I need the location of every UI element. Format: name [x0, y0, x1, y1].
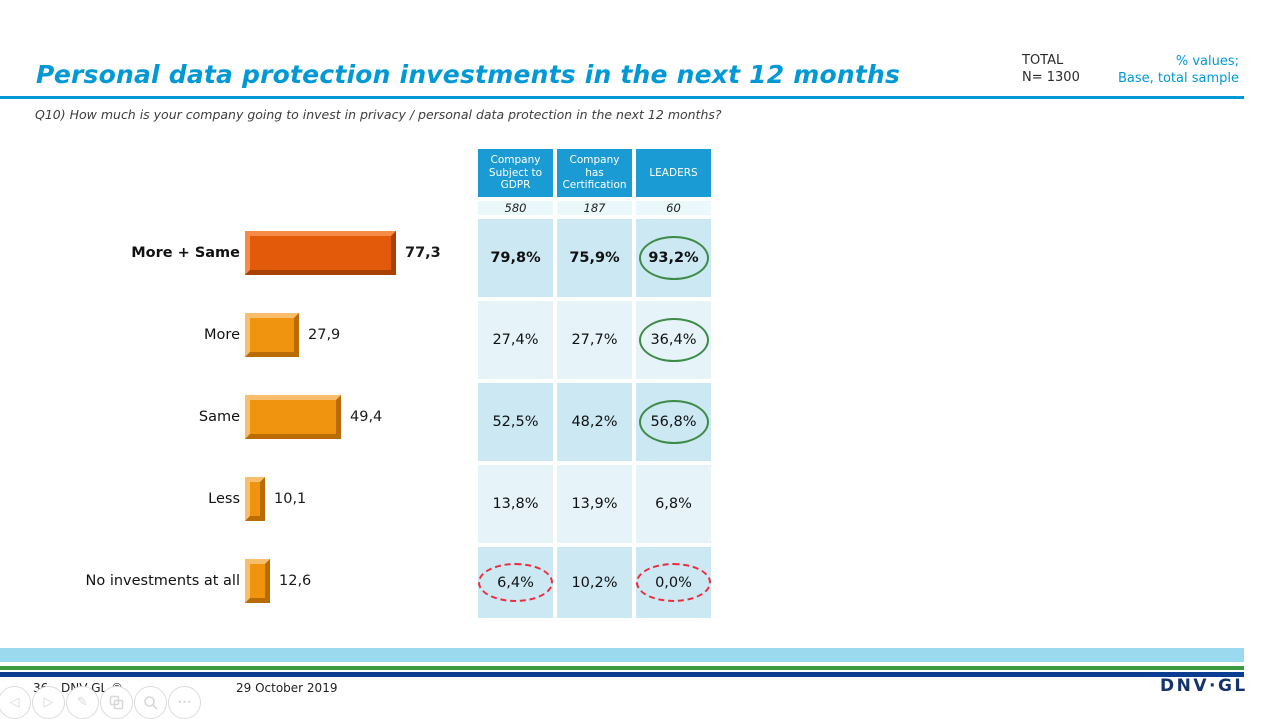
table-cell: 6,4%: [478, 547, 553, 618]
bar-more: [245, 313, 299, 357]
footer-stripe-lightblue: [0, 648, 1244, 662]
previous-slide-icon[interactable]: ◁: [0, 686, 31, 719]
bar-value-label: 49,4: [350, 409, 383, 425]
total-base-label: TOTAL N= 1300: [1022, 52, 1080, 86]
values-note: % values; Base, total sample: [1118, 53, 1239, 87]
bar-value-label: 12,6: [279, 573, 312, 589]
values-note-line2: Base, total sample: [1117, 71, 1239, 86]
chart-row: Same 49,4: [0, 376, 475, 458]
footer-stripe-navy: [0, 671, 1244, 677]
chart-row: More + Same 77,3: [0, 212, 475, 294]
table-cell: 56,8%: [636, 383, 711, 461]
table-base-count: 187: [557, 201, 632, 215]
table-cell: 13,9%: [557, 465, 632, 543]
table-cell: 36,4%: [636, 301, 711, 379]
chart-row: No investments at all 12,6: [0, 540, 475, 622]
green-highlight-ellipse: 93,2%: [638, 236, 709, 280]
red-highlight-ellipse: 6,4%: [478, 563, 553, 602]
pen-icon[interactable]: ✎: [66, 686, 99, 719]
footer-stripe-green: [0, 666, 1244, 670]
values-note-line1: % values;: [1175, 54, 1239, 69]
red-highlight-ellipse: 0,0%: [636, 563, 711, 602]
chart-category-label: More + Same: [131, 245, 240, 261]
table-cell: 27,4%: [478, 301, 553, 379]
bar-no-investments-at-all: [245, 559, 270, 603]
bar-more-same: [245, 231, 396, 275]
green-highlight-ellipse: 36,4%: [638, 318, 709, 362]
table-cell: 79,8%: [478, 219, 553, 297]
zoom-icon[interactable]: [134, 686, 167, 719]
green-highlight-ellipse: 56,8%: [638, 400, 709, 444]
presenter-nav-toolbar: ◁ ▷ ✎ •••: [0, 686, 201, 719]
table-cell: 48,2%: [557, 383, 632, 461]
table-cell: 10,2%: [557, 547, 632, 618]
bar-value-label: 10,1: [274, 491, 307, 507]
table-column-header: Company has Certification: [557, 149, 632, 197]
chart-row: Less 10,1: [0, 458, 475, 540]
total-n: N= 1300: [1022, 70, 1080, 85]
table-cell: 75,9%: [557, 219, 632, 297]
next-slide-icon[interactable]: ▷: [32, 686, 65, 719]
dnv-gl-logo: DNV·GL: [1160, 676, 1248, 696]
table-base-count: 60: [636, 201, 711, 215]
table-cell: 13,8%: [478, 465, 553, 543]
slide-date: 29 October 2019: [236, 681, 338, 695]
page-title: Personal data protection investments in …: [36, 60, 901, 89]
table-column-header: LEADERS: [636, 149, 711, 197]
bar-less: [245, 477, 265, 521]
chart-category-label: More: [204, 327, 240, 343]
table-cell: 93,2%: [636, 219, 711, 297]
table-column-header: Company Subject to GDPR: [478, 149, 553, 197]
table-cell: 52,5%: [478, 383, 553, 461]
segment-table: Company Subject to GDPR Company has Certi…: [478, 149, 711, 618]
table-cell: 0,0%: [636, 547, 711, 618]
total-label: TOTAL: [1022, 53, 1064, 68]
more-options-icon[interactable]: •••: [168, 686, 201, 719]
bar-same: [245, 395, 341, 439]
chart-category-label: No investments at all: [85, 573, 241, 589]
question-text: Q10) How much is your company going to i…: [35, 107, 722, 122]
title-divider: [0, 96, 1244, 99]
chart-category-label: Less: [208, 491, 240, 507]
chart-row: More 27,9: [0, 294, 475, 376]
bar-chart: More + Same 77,3 More 27,9 Same 49,4 Less 10,1 N…: [0, 212, 475, 622]
bar-value-label: 77,3: [405, 245, 441, 261]
bar-value-label: 27,9: [308, 327, 341, 343]
chart-category-label: Same: [198, 409, 240, 425]
table-cell: 6,8%: [636, 465, 711, 543]
table-cell: 27,7%: [557, 301, 632, 379]
slide-sorter-icon[interactable]: [100, 686, 133, 719]
table-base-count: 580: [478, 201, 553, 215]
